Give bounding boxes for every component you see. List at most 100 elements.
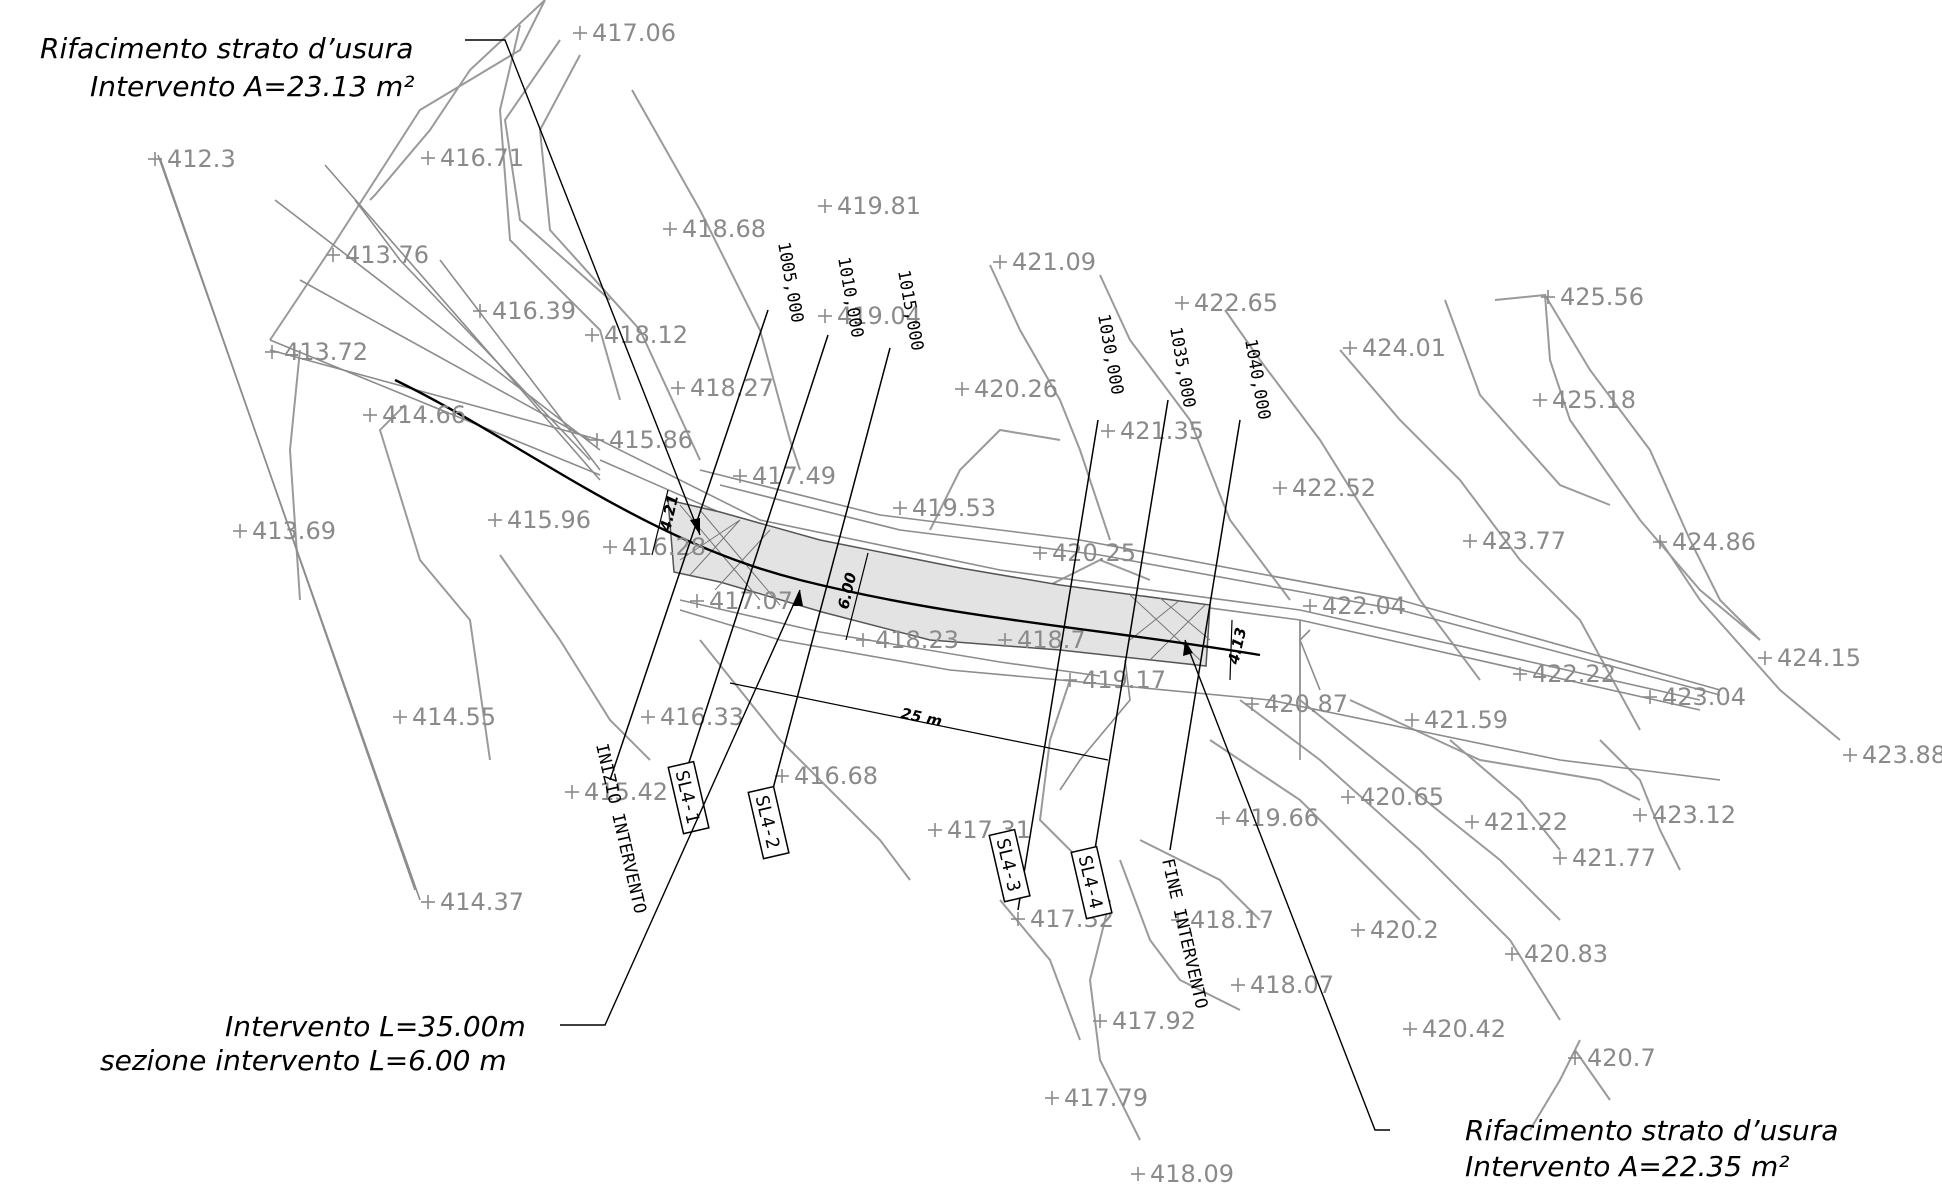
contour-line [1139,839,1261,921]
contour-line [503,39,611,301]
spot-elevation: 423.88 [1843,741,1942,769]
width-dimension-left [651,489,669,556]
contour-line [1038,679,1081,861]
spot-elevation: 414.66 [363,401,466,429]
spot-elevation: 418.27 [671,374,774,402]
spot-elevation-label: 417.07 [709,587,793,615]
note-bottom-left-line2: sezione intervento L=6.00 m [100,1044,507,1077]
arrowhead-left [792,590,803,606]
spot-elevation-label: 415.42 [584,778,668,806]
spot-elevation-label: 418.27 [690,374,774,402]
spot-elevation: 417.92 [1093,1007,1196,1035]
spot-elevation-label: 413.76 [345,241,429,269]
contour-line [1529,1039,1581,1131]
note-bottom-right-line2: Intervento A=22.35 m² [1465,1150,1789,1183]
arrowhead-right [1183,640,1193,656]
section-tag: SL4-2 [747,785,790,860]
spot-elevation: 412.3 [148,145,236,173]
spot-elevation: 424.15 [1758,644,1861,672]
terrain-contours [269,0,1841,1141]
spot-elevation-label: 418.17 [1190,906,1274,934]
chainage-label: 1005,000 [773,240,807,324]
contour-line [269,0,546,341]
spot-elevation: 417.07 [690,587,793,615]
spot-elevation: 421.35 [1101,417,1204,445]
spot-elevation-label: 418.07 [1250,971,1334,999]
spot-elevation: 424.86 [1653,528,1756,556]
spot-elevation-label: 413.69 [252,517,336,545]
spot-elevation: 417.06 [573,19,676,47]
contour-line [699,639,911,881]
spot-elevation-label: 412.3 [167,145,236,173]
contour-line [1088,899,1141,1141]
contour-line [1444,299,1611,506]
chainage-line [769,347,891,801]
road-edge-line [699,469,1721,691]
road-edge-line [274,199,601,451]
spot-elevation-label: 425.56 [1560,283,1644,311]
spot-elevation: 416.33 [641,703,744,731]
spot-elevation-label: 414.55 [412,703,496,731]
start-intervention-label: INIZIO INTERVENTO [591,742,650,916]
spot-elevation-label: 423.12 [1652,801,1736,829]
spot-elevation: 420.25 [1033,539,1136,567]
spot-elevation: 421.09 [993,248,1096,276]
road-edge-line [159,157,416,891]
contour-line [378,404,491,761]
spot-elevation: 423.77 [1463,527,1566,555]
spot-elevation: 413.69 [233,517,336,545]
spot-elevation-label: 423.88 [1862,741,1942,769]
spot-elevation-label: 414.37 [440,888,524,916]
spot-elevation: 420.2 [1351,916,1439,944]
spot-elevation: 415.96 [488,506,591,534]
spot-elevation: 420.42 [1403,1015,1506,1043]
road-edge-line [1059,659,1131,791]
spot-elevation: 416.39 [473,297,576,325]
contour-line [929,428,1061,531]
contour-line [1039,558,1151,591]
crosshatch-end [1129,594,1211,661]
chainage-line [1017,419,1099,911]
spot-elevation-label: 420.83 [1524,940,1608,968]
spot-elevation-label: 419.04 [837,302,921,330]
road-edge-line [269,349,1701,701]
note-bottom-left-line1: Intervento L=35.00m [225,1010,526,1043]
spot-elevation-label: 413.72 [284,338,368,366]
contour-line [999,899,1081,1041]
spot-elevation-label: 418.68 [682,215,766,243]
contour-line [1339,349,1641,731]
spot-elevation-label: 416.68 [794,762,878,790]
spot-elevation: 421.77 [1553,844,1656,872]
spot-elevation-label: 420.7 [1587,1044,1656,1072]
spot-elevation-label: 421.09 [1012,248,1096,276]
spot-elevation-label: 418.12 [604,321,688,349]
chainage-line [1089,399,1169,881]
spot-elevation-label: 417.31 [947,816,1031,844]
spot-elevation-label: 415.96 [507,506,591,534]
road-centerline [394,378,1261,657]
spot-elevation: 417.79 [1045,1084,1148,1112]
spot-elevation-label: 414.66 [382,401,466,429]
arrowhead-top [690,518,700,535]
spot-elevation: 420.83 [1505,940,1608,968]
spot-elevation: 418.68 [663,215,766,243]
spot-elevation: 421.59 [1405,706,1508,734]
contour-line [1119,859,1241,1011]
spot-elevation-label: 424.86 [1672,528,1756,556]
spot-elevation: 419.17 [1063,666,1166,694]
spot-elevation: 421.22 [1465,808,1568,836]
spot-elevation: 422.65 [1175,289,1278,317]
spot-elevation-label: 422.04 [1322,592,1406,620]
spot-elevation: 416.71 [421,144,524,172]
note-bottom-right-line1: Rifacimento strato d’usura [1465,1114,1838,1147]
spot-elevation: 423.12 [1633,801,1736,829]
resurfacing-area [667,499,1211,667]
contour-line [538,54,701,461]
spot-elevation-label: 420.87 [1264,690,1348,718]
road-edge-line [269,339,601,476]
spot-elevation-label: 417.49 [752,462,836,490]
spot-elevation-label: 423.04 [1662,683,1746,711]
note-leaders [465,39,1390,1131]
spot-elevation-label: 417.06 [592,19,676,47]
spot-elevation-label: 417.92 [1112,1007,1196,1035]
